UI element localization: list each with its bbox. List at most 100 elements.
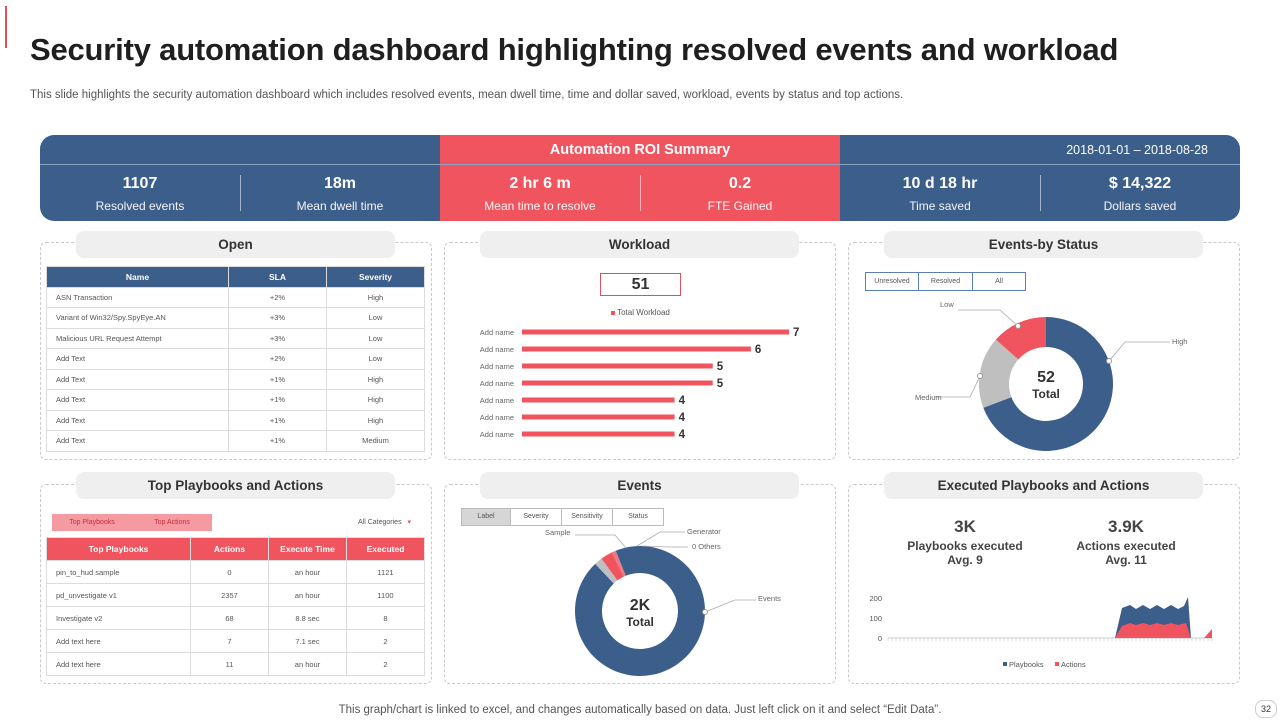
- table-row: Investigate v2 68 8.8 sec 8: [46, 606, 425, 630]
- kpi-value: $ 14,322: [1108, 175, 1172, 192]
- donut-slice-label: Sample: [545, 528, 570, 537]
- workload-bar: [522, 380, 713, 386]
- bar-category-label: Add name: [480, 345, 514, 354]
- cell-execute-time: 7.1 sec: [268, 629, 347, 653]
- leader-dot: [1015, 323, 1021, 329]
- open-events-table: Name SLA Severity ASN Transaction +2% High…: [46, 266, 425, 452]
- kpi-dollars-saved: $ 14,322 Dollars saved: [1040, 165, 1240, 221]
- cell-name: Add Text: [46, 409, 229, 431]
- cell-execute-time: an hour: [268, 652, 347, 676]
- top-playbooks-panel-title: Top Playbooks and Actions: [76, 472, 395, 499]
- page-subtitle: This slide highlights the security autom…: [30, 89, 904, 101]
- table-row: Add Text +2% Low: [46, 348, 425, 370]
- category-filter-dropdown[interactable]: All Categories ▾: [358, 518, 411, 526]
- kpi-label: Dollars saved: [1103, 199, 1177, 213]
- cell-name: Add Text: [46, 368, 229, 390]
- cell-severity: High: [326, 286, 425, 308]
- donut-slice-label: 0 Others: [692, 542, 721, 551]
- donut-slice-label: Events: [758, 594, 781, 603]
- kpi-mean-dwell-time: 18m Mean dwell time: [240, 165, 440, 221]
- workload-bar: [522, 431, 675, 437]
- leader-line: [575, 534, 627, 549]
- cell-severity: Low: [326, 348, 425, 370]
- tab-status[interactable]: Status: [628, 513, 648, 520]
- donut-slice: [983, 317, 1113, 451]
- page-title: Security automation dashboard highlighti…: [30, 32, 1119, 67]
- status-filter-tabs: Unresolved Resolved All: [865, 272, 1026, 291]
- workload-total: 51: [600, 273, 681, 296]
- kpi-value: 10 d 18 hr: [902, 175, 978, 192]
- events-filter-tabs: Label Severity Sensitivity Status: [461, 508, 664, 526]
- cell-name: Malicious URL Request Attempt: [46, 327, 229, 349]
- cell-sla: +3%: [228, 307, 327, 329]
- cell-severity: Medium: [326, 430, 425, 452]
- column-header-execute-time: Execute Time: [268, 537, 347, 561]
- tab-label[interactable]: Label: [462, 509, 511, 525]
- cell-executed: 8: [346, 606, 425, 630]
- donut-slice: [611, 550, 626, 577]
- donut-center-label: Total: [1032, 387, 1060, 401]
- bar-value-label: 6: [755, 344, 761, 356]
- table-row: Add Text +1% Medium: [46, 430, 425, 452]
- actions-executed-stat: 3.9K Actions executed Avg. 11: [1056, 517, 1196, 567]
- cell-severity: Low: [326, 327, 425, 349]
- leader-line: [958, 309, 1019, 327]
- donut-center-value: 52: [1037, 369, 1055, 386]
- cell-sla: +1%: [228, 430, 327, 452]
- kpi-label: FTE Gained: [707, 199, 773, 213]
- kpi-resolved-events: 1107 Resolved events: [40, 165, 240, 221]
- workload-bar: [522, 363, 713, 369]
- kpi-label: Mean dwell time: [296, 199, 384, 213]
- donut-slice: [601, 552, 624, 581]
- kpi-value: 1107: [122, 175, 158, 192]
- cell-playbook: Add text here: [46, 652, 191, 676]
- cell-sla: +2%: [228, 286, 327, 308]
- cell-severity: High: [326, 368, 425, 390]
- bar-value-label: 5: [717, 378, 724, 390]
- cell-sla: +1%: [228, 389, 327, 411]
- workload-legend: Total Workload: [600, 308, 681, 317]
- donut-slice: [995, 317, 1046, 360]
- bar-category-label: Add name: [480, 430, 514, 439]
- events-panel-title: Events: [480, 472, 799, 499]
- kpi-fte-gained: 0.2 FTE Gained: [640, 165, 840, 221]
- cell-execute-time: 8.8 sec: [268, 606, 347, 630]
- donut-slice-label: Low: [940, 300, 954, 309]
- table-row: Variant of Win32/Spy.SpyEye.AN +3% Low: [46, 307, 425, 329]
- playbooks-executed-stat: 3K Playbooks executed Avg. 9: [895, 517, 1035, 567]
- kpi-label: Time saved: [909, 199, 971, 213]
- legend-label: Playbooks: [1009, 660, 1044, 669]
- stat-value: 3.9K: [1108, 517, 1144, 536]
- cell-executed: 1121: [346, 560, 425, 584]
- cell-execute-time: an hour: [268, 560, 347, 584]
- tab-all[interactable]: All: [995, 278, 1003, 285]
- tab-sensitivity[interactable]: Sensitivity: [562, 509, 613, 525]
- tab-top-actions[interactable]: Top Actions: [154, 519, 190, 526]
- cell-executed: 2: [346, 629, 425, 653]
- executed-area-chart: 200 100 0 Playbooks Actions: [869, 594, 1213, 669]
- donut-slice: [575, 546, 705, 676]
- table-row: pin_to_hud sample 0 an hour 1121: [46, 560, 425, 584]
- bar-category-label: Add name: [480, 413, 514, 422]
- column-header-playbook: Top Playbooks: [46, 537, 191, 561]
- table-row: Malicious URL Request Attempt +3% Low: [46, 327, 425, 349]
- column-header-name: Name: [46, 266, 229, 288]
- playbooks-actions-toggle: Top Playbooks Top Actions: [52, 514, 212, 531]
- tab-unresolved[interactable]: Unresolved: [866, 273, 919, 290]
- cell-playbook: pd_unvestigate v1: [46, 583, 191, 607]
- tab-severity[interactable]: Severity: [511, 509, 562, 525]
- tab-top-playbooks[interactable]: Top Playbooks: [69, 519, 115, 526]
- donut-slice-label: Medium: [915, 393, 942, 402]
- leader-line: [636, 531, 685, 547]
- bar-value-label: 4: [679, 395, 686, 407]
- cell-name: Add Text: [46, 348, 229, 370]
- cell-playbook: Investigate v2: [46, 606, 191, 630]
- tab-resolved[interactable]: Resolved: [919, 273, 973, 290]
- table-header-row: Name SLA Severity: [46, 266, 425, 288]
- table-row: ASN Transaction +2% High: [46, 286, 425, 308]
- table-header-row: Top Playbooks Actions Execute Time Execu…: [46, 537, 425, 561]
- workload-bar: [522, 397, 675, 403]
- table-row: Add Text +1% High: [46, 368, 425, 390]
- table-row: Add text here 11 an hour 2: [46, 652, 425, 676]
- events-status-panel-title: Events-by Status: [884, 231, 1203, 258]
